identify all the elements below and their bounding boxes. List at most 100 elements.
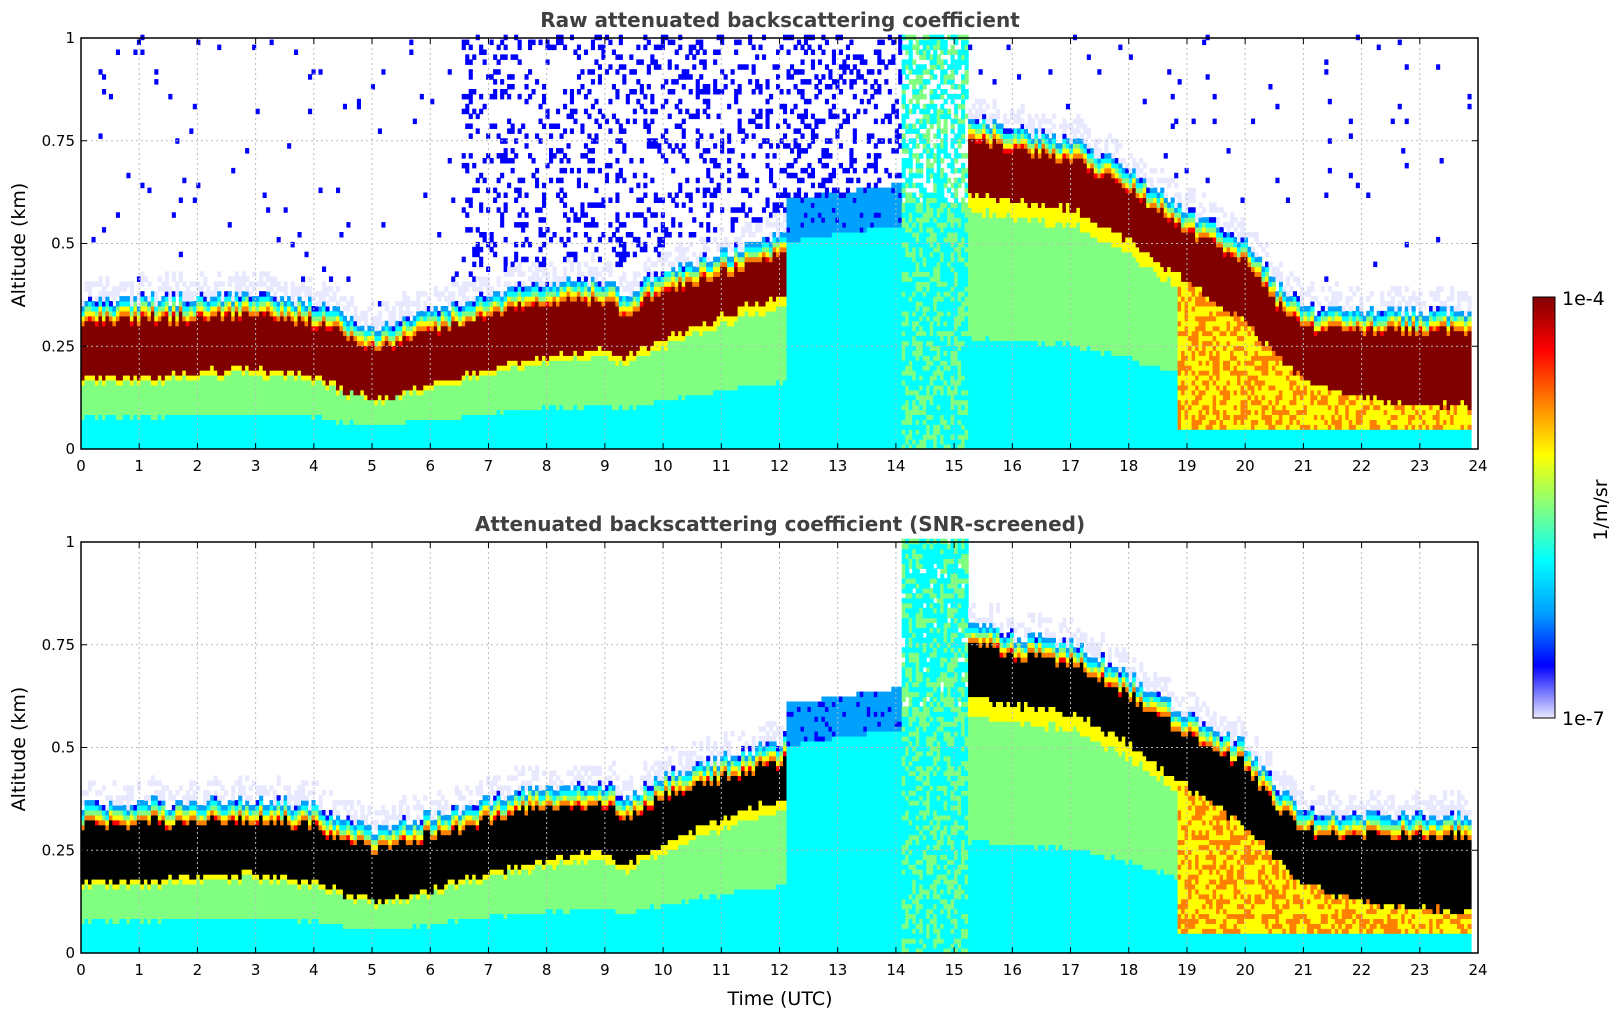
backscatter-cell	[116, 311, 120, 317]
backscatter-cell	[140, 276, 144, 282]
backscatter-cell	[109, 375, 113, 381]
backscatter-cell	[112, 415, 116, 421]
backscatter-cell	[144, 336, 148, 342]
backscatter-cell	[186, 365, 190, 371]
backscatter-cell	[207, 321, 211, 327]
backscatter-cell	[179, 331, 183, 337]
backscatter-cell	[92, 400, 96, 406]
backscatter-cell	[217, 429, 221, 435]
backscatter-cell	[179, 370, 183, 376]
backscatter-cell	[147, 395, 151, 401]
backscatter-cell	[193, 341, 197, 347]
backscatter-cell	[165, 296, 169, 302]
backscatter-cell	[168, 424, 172, 430]
backscatter-cell	[165, 380, 169, 386]
backscatter-cell	[217, 439, 221, 445]
backscatter-cell	[95, 434, 99, 440]
backscatter-cell	[95, 365, 99, 371]
backscatter-cell	[217, 321, 221, 327]
backscatter-cell	[119, 385, 123, 391]
backscatter-cell	[179, 296, 183, 302]
backscatter-cell	[154, 380, 158, 386]
backscatter-cell	[140, 331, 144, 337]
backscatter-cell	[133, 360, 137, 366]
backscatter-cell	[193, 291, 197, 297]
backscatter-cell	[116, 390, 120, 396]
backscatter-cell	[179, 306, 183, 312]
backscatter-cell	[123, 410, 127, 416]
backscatter-cell	[161, 410, 165, 416]
backscatter-cell	[126, 326, 130, 332]
backscatter-cell	[109, 415, 113, 421]
backscatter-cell	[217, 385, 221, 391]
backscatter-cell	[109, 434, 113, 440]
backscatter-cell	[158, 434, 162, 440]
backscatter-cell	[193, 370, 197, 376]
backscatter-cell	[85, 439, 89, 445]
backscatter-cell	[119, 400, 123, 406]
backscatter-cell	[92, 281, 96, 287]
backscatter-cell	[203, 415, 207, 421]
backscatter-cell	[99, 301, 103, 307]
backscatter-cell	[210, 355, 214, 361]
backscatter-cell	[154, 385, 158, 391]
backscatter-cell	[221, 400, 225, 406]
backscatter-cell	[154, 301, 158, 307]
backscatter-cell	[200, 326, 204, 332]
backscatter-cell	[182, 321, 186, 327]
backscatter-cell	[140, 380, 144, 386]
backscatter-cell	[123, 281, 127, 287]
backscatter-cell	[109, 429, 113, 435]
backscatter-cell	[210, 390, 214, 396]
backscatter-cell	[105, 301, 109, 307]
backscatter-image	[81, 35, 1472, 450]
backscatter-cell	[147, 341, 151, 347]
backscatter-cell	[102, 286, 106, 292]
backscatter-cell	[186, 370, 190, 376]
backscatter-cell	[105, 375, 109, 381]
backscatter-cell	[172, 429, 176, 435]
backscatter-cell	[144, 341, 148, 347]
backscatter-cell	[99, 434, 103, 440]
backscatter-cell	[168, 410, 172, 416]
backscatter-cell	[109, 326, 113, 332]
backscatter-cell	[123, 395, 127, 401]
backscatter-cell	[182, 419, 186, 425]
backscatter-cell	[189, 370, 193, 376]
backscatter-cell	[130, 355, 134, 361]
backscatter-cell	[172, 306, 176, 312]
backscatter-cell	[92, 365, 96, 371]
backscatter-cell	[126, 405, 130, 411]
backscatter-cell	[182, 405, 186, 411]
backscatter-cell	[116, 429, 120, 435]
backscatter-cell	[105, 370, 109, 376]
backscatter-cell	[158, 301, 162, 307]
backscatter-cell	[99, 133, 103, 139]
backscatter-cell	[126, 400, 130, 406]
backscatter-cell	[182, 336, 186, 342]
backscatter-cell	[200, 301, 204, 307]
backscatter-cell	[200, 415, 204, 421]
backscatter-cell	[119, 380, 123, 386]
backscatter-cell	[112, 400, 116, 406]
backscatter-cell	[217, 375, 221, 381]
backscatter-cell	[123, 341, 127, 347]
backscatter-cell	[175, 439, 179, 445]
backscatter-cell	[126, 281, 130, 287]
backscatter-cell	[102, 89, 106, 95]
backscatter-cell	[140, 316, 144, 322]
backscatter-cell	[95, 429, 99, 435]
backscatter-cell	[123, 316, 127, 322]
backscatter-cell	[133, 429, 137, 435]
backscatter-cell	[179, 341, 183, 347]
backscatter-cell	[200, 291, 204, 297]
backscatter-cell	[154, 331, 158, 337]
backscatter-cell	[105, 400, 109, 406]
backscatter-cell	[140, 395, 144, 401]
backscatter-cell	[165, 370, 169, 376]
backscatter-cell	[140, 415, 144, 421]
backscatter-cell	[123, 311, 127, 317]
backscatter-cell	[85, 400, 89, 406]
backscatter-cell	[119, 311, 123, 317]
backscatter-cell	[228, 419, 232, 425]
